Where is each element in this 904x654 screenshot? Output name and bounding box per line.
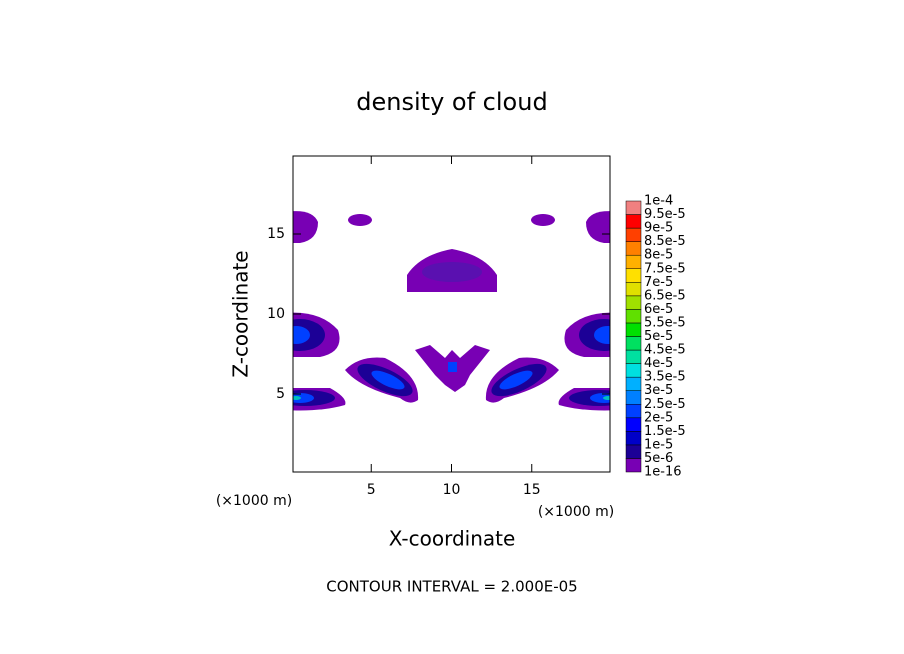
colorbar-cell	[625, 363, 642, 378]
colorbar-cell	[625, 227, 642, 242]
colorbar-label: 6.5e-5	[644, 288, 686, 303]
colorbar-cell	[625, 404, 642, 419]
colorbar-label: 8e-5	[644, 248, 673, 263]
colorbar-cell	[625, 254, 642, 269]
x-tick-label: 15	[523, 482, 541, 498]
colorbar-label: 5e-5	[644, 329, 673, 344]
colorbar-label: 1.5e-5	[644, 424, 686, 439]
colorbar-cell	[625, 282, 642, 297]
colorbar-cell	[625, 214, 642, 229]
plot-frame	[292, 155, 611, 473]
x-axis-label: X-coordinate	[389, 527, 516, 551]
colorbar-cell	[625, 268, 642, 283]
colorbar-label: 4e-5	[644, 356, 673, 371]
colorbar-cell	[625, 390, 642, 405]
y-axis-label: Z-coordinate	[229, 250, 253, 377]
colorbar-label: 9.5e-5	[644, 207, 686, 222]
y-tick-label: 5	[276, 386, 285, 402]
colorbar-cell	[625, 417, 642, 432]
colorbar-cell	[625, 200, 642, 215]
colorbar-label: 2.5e-5	[644, 397, 686, 412]
y-tick-label: 10	[267, 306, 285, 322]
colorbar-label: 8.5e-5	[644, 234, 686, 249]
colorbar-label: 6e-5	[644, 302, 673, 317]
colorbar-label: 5.5e-5	[644, 315, 686, 330]
x-axis-unit: (×1000 m)	[538, 504, 614, 520]
colorbar-cell	[625, 241, 642, 256]
colorbar-cell	[625, 444, 642, 459]
colorbar-label: 4.5e-5	[644, 343, 686, 358]
colorbar-cell	[625, 349, 642, 364]
colorbar-label: 9e-5	[644, 221, 673, 236]
colorbar-label: 1e-5	[644, 437, 673, 452]
colorbar-label: 5e-6	[644, 451, 673, 466]
colorbar-cell	[625, 309, 642, 324]
colorbar-cell	[625, 458, 642, 473]
axes	[293, 156, 610, 472]
colorbar-label: 2e-5	[644, 410, 673, 425]
colorbar-label: 1e-16	[644, 465, 682, 480]
colorbar-label: 7e-5	[644, 275, 673, 290]
colorbar-label: 3.5e-5	[644, 370, 686, 385]
y-tick-label: 15	[267, 226, 285, 242]
colorbar-cell	[625, 431, 642, 446]
colorbar-cell	[625, 376, 642, 391]
x-tick-label: 5	[367, 482, 376, 498]
colorbar-cell	[625, 295, 642, 310]
colorbar-label: 3e-5	[644, 383, 673, 398]
colorbar-cell	[625, 336, 642, 351]
y-axis-unit: (×1000 m)	[216, 493, 292, 509]
colorbar-label: 1e-4	[644, 194, 673, 209]
contour-interval: CONTOUR INTERVAL = 2.000E-05	[326, 578, 577, 596]
contour-field	[293, 211, 610, 411]
colorbar-label: 7.5e-5	[644, 261, 686, 276]
colorbar-cell	[625, 322, 642, 337]
chart-title: density of cloud	[356, 88, 547, 116]
x-tick-label: 10	[443, 482, 461, 498]
